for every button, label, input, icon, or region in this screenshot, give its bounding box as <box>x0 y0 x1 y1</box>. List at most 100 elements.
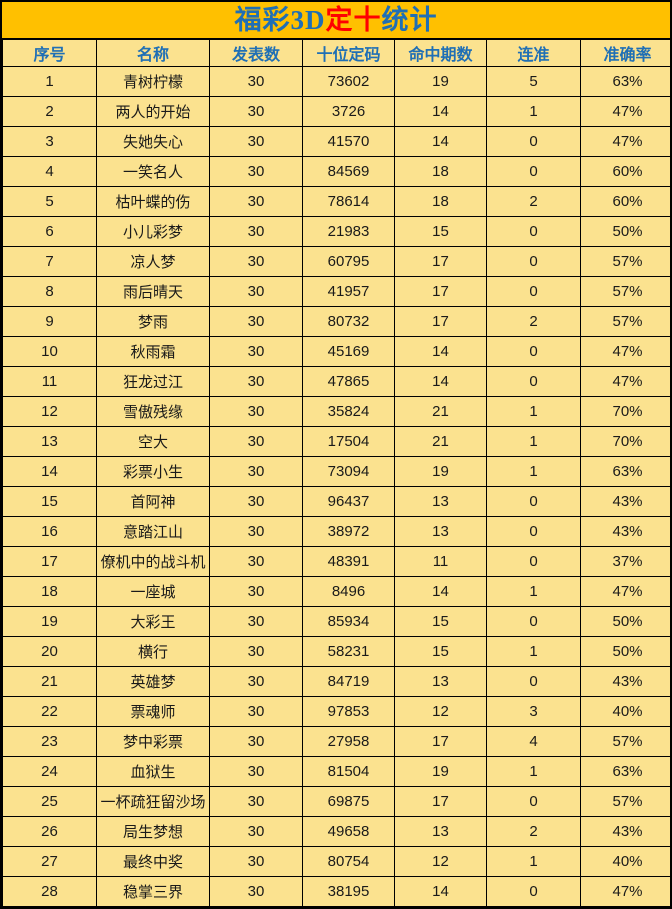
cell-tens-digit-code: 80732 <box>302 306 395 337</box>
cell-tens-digit-code: 41957 <box>302 276 395 307</box>
cell-tens-digit-code: 80754 <box>302 846 395 877</box>
cell-hit-periods: 14 <box>394 96 487 127</box>
cell-published-count: 30 <box>209 96 303 127</box>
cell-consecutive-hits: 0 <box>486 156 581 187</box>
column-header-index: 序号 <box>2 38 97 67</box>
table-row: 12 雪傲残缘 30 35824 21 1 70% <box>2 396 670 427</box>
cell-published-count: 30 <box>209 756 303 787</box>
title-segment-red: 定十 <box>325 4 382 35</box>
cell-tens-digit-code: 69875 <box>302 786 395 817</box>
cell-index: 5 <box>2 186 97 217</box>
cell-published-count: 30 <box>209 846 303 877</box>
cell-consecutive-hits: 5 <box>486 66 581 97</box>
cell-hit-periods: 21 <box>394 396 487 427</box>
cell-index: 1 <box>2 66 97 97</box>
cell-published-count: 30 <box>209 666 303 697</box>
cell-name: 梦雨 <box>96 306 210 337</box>
cell-accuracy-rate: 63% <box>580 456 670 487</box>
cell-tens-digit-code: 8496 <box>302 576 395 607</box>
cell-name: 稳掌三界 <box>96 876 210 907</box>
cell-accuracy-rate: 43% <box>580 486 670 517</box>
cell-name: 失她失心 <box>96 126 210 157</box>
cell-name: 僚机中的战斗机 <box>96 546 210 577</box>
cell-consecutive-hits: 0 <box>486 216 581 247</box>
table-row: 19 大彩王 30 85934 15 0 50% <box>2 606 670 637</box>
cell-consecutive-hits: 0 <box>486 366 581 397</box>
cell-published-count: 30 <box>209 246 303 277</box>
cell-name: 横行 <box>96 636 210 667</box>
cell-tens-digit-code: 48391 <box>302 546 395 577</box>
cell-published-count: 30 <box>209 306 303 337</box>
cell-hit-periods: 12 <box>394 846 487 877</box>
cell-published-count: 30 <box>209 426 303 457</box>
table-row: 6 小儿彩梦 30 21983 15 0 50% <box>2 216 670 247</box>
cell-index: 25 <box>2 786 97 817</box>
table-row: 17 僚机中的战斗机 30 48391 11 0 37% <box>2 546 670 577</box>
cell-consecutive-hits: 4 <box>486 726 581 757</box>
table-row: 15 首阿神 30 96437 13 0 43% <box>2 486 670 517</box>
cell-consecutive-hits: 0 <box>486 666 581 697</box>
cell-hit-periods: 19 <box>394 456 487 487</box>
cell-accuracy-rate: 60% <box>580 156 670 187</box>
cell-accuracy-rate: 57% <box>580 786 670 817</box>
table-row: 1 青树柠檬 30 73602 19 5 63% <box>2 66 670 97</box>
table-row: 21 英雄梦 30 84719 13 0 43% <box>2 666 670 697</box>
cell-hit-periods: 15 <box>394 606 487 637</box>
cell-index: 8 <box>2 276 97 307</box>
cell-hit-periods: 11 <box>394 546 487 577</box>
cell-tens-digit-code: 35824 <box>302 396 395 427</box>
cell-accuracy-rate: 50% <box>580 606 670 637</box>
cell-index: 13 <box>2 426 97 457</box>
cell-index: 6 <box>2 216 97 247</box>
cell-name: 大彩王 <box>96 606 210 637</box>
cell-consecutive-hits: 1 <box>486 846 581 877</box>
cell-consecutive-hits: 0 <box>486 276 581 307</box>
cell-index: 17 <box>2 546 97 577</box>
cell-tens-digit-code: 85934 <box>302 606 395 637</box>
cell-name: 一座城 <box>96 576 210 607</box>
cell-published-count: 30 <box>209 786 303 817</box>
cell-hit-periods: 17 <box>394 786 487 817</box>
cell-published-count: 30 <box>209 186 303 217</box>
cell-accuracy-rate: 50% <box>580 216 670 247</box>
cell-accuracy-rate: 47% <box>580 336 670 367</box>
cell-hit-periods: 13 <box>394 666 487 697</box>
cell-published-count: 30 <box>209 126 303 157</box>
table-row: 24 血狱生 30 81504 19 1 63% <box>2 756 670 787</box>
column-header-hit-periods: 命中期数 <box>394 38 487 67</box>
cell-index: 28 <box>2 876 97 907</box>
cell-tens-digit-code: 41570 <box>302 126 395 157</box>
cell-consecutive-hits: 0 <box>486 546 581 577</box>
cell-consecutive-hits: 0 <box>486 876 581 907</box>
cell-hit-periods: 17 <box>394 306 487 337</box>
table-row: 22 票魂师 30 97853 12 3 40% <box>2 696 670 727</box>
table-row: 28 稳掌三界 30 38195 14 0 47% <box>2 876 670 907</box>
column-header-published-count: 发表数 <box>209 38 303 67</box>
cell-accuracy-rate: 60% <box>580 186 670 217</box>
cell-consecutive-hits: 0 <box>486 516 581 547</box>
cell-hit-periods: 19 <box>394 756 487 787</box>
cell-published-count: 30 <box>209 576 303 607</box>
cell-index: 9 <box>2 306 97 337</box>
cell-hit-periods: 18 <box>394 186 487 217</box>
table-body: 1 青树柠檬 30 73602 19 5 63% 2 两人的开始 30 3726 14 1 47% 3 失她失… <box>2 66 670 907</box>
cell-consecutive-hits: 1 <box>486 96 581 127</box>
cell-tens-digit-code: 38972 <box>302 516 395 547</box>
cell-consecutive-hits: 1 <box>486 426 581 457</box>
cell-published-count: 30 <box>209 516 303 547</box>
cell-tens-digit-code: 97853 <box>302 696 395 727</box>
cell-index: 11 <box>2 366 97 397</box>
cell-consecutive-hits: 0 <box>486 246 581 277</box>
cell-hit-periods: 17 <box>394 276 487 307</box>
cell-consecutive-hits: 1 <box>486 576 581 607</box>
cell-name: 青树柠檬 <box>96 66 210 97</box>
cell-hit-periods: 13 <box>394 516 487 547</box>
cell-accuracy-rate: 43% <box>580 516 670 547</box>
cell-tens-digit-code: 3726 <box>302 96 395 127</box>
page-title: 福彩3D定十统计 <box>235 4 438 35</box>
cell-name: 秋雨霜 <box>96 336 210 367</box>
cell-name: 一笑名人 <box>96 156 210 187</box>
cell-index: 21 <box>2 666 97 697</box>
cell-tens-digit-code: 73094 <box>302 456 395 487</box>
cell-name: 一杯疏狂留沙场 <box>96 786 210 817</box>
